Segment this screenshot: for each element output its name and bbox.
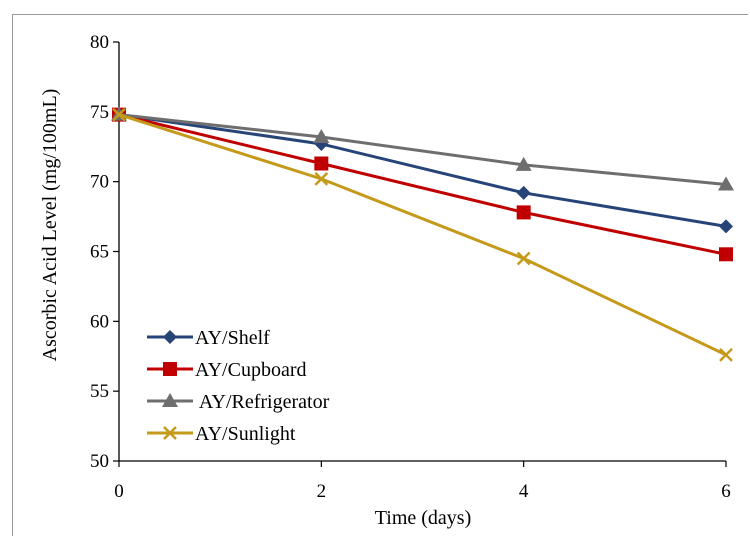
legend-label: AY/Shelf: [195, 327, 270, 349]
marker-x: [314, 171, 329, 186]
marker-x: [719, 347, 733, 362]
y-tick-label: 65: [90, 242, 109, 263]
legend: AY/Shelf AY/Cupboard AY/Refrigerator AY/Su…: [147, 327, 330, 445]
series-line: [118, 113, 727, 357]
marker-square: [163, 362, 177, 376]
x-axis-title: Time (days): [375, 507, 471, 529]
legend-item: AY/Cupboard: [147, 359, 306, 381]
chart-frame: [12, 14, 748, 536]
marker-triangle: [162, 393, 178, 407]
series-line: [118, 113, 727, 256]
legend-label: AY/Sunlight: [195, 423, 296, 445]
y-axis-title: Ascorbic Acid Level (mg/100mL): [39, 89, 61, 362]
marker-x: [112, 107, 126, 122]
x-tick-label: 2: [317, 481, 327, 502]
legend-label: AY/Refrigerator: [195, 391, 330, 413]
series-ay-refrigerator: [111, 106, 734, 191]
legend-item: AY/Shelf: [147, 327, 270, 349]
marker-square: [719, 247, 733, 262]
marker-triangle: [313, 128, 330, 143]
marker-diamond: [516, 185, 531, 200]
series-line: [118, 113, 727, 186]
y-tick-label: 55: [90, 381, 109, 402]
legend-label: AY/Cupboard: [195, 359, 306, 381]
marker-x: [163, 426, 177, 440]
series-ay-shelf: [112, 107, 733, 234]
x-tick-label: 4: [519, 481, 529, 502]
x-tick-label: 6: [721, 481, 731, 502]
y-tick-label: 70: [90, 172, 109, 193]
marker-triangle: [718, 176, 734, 191]
series-line: [118, 113, 727, 228]
y-tick-label: 75: [90, 102, 109, 123]
marker-triangle: [515, 156, 532, 171]
series-ay-cupboard: [112, 107, 733, 262]
marker-square: [516, 205, 531, 220]
series-layer: [111, 106, 734, 362]
series-ay-sunlight: [112, 107, 733, 362]
marker-diamond: [163, 330, 177, 344]
x-tick-label: 0: [114, 481, 124, 502]
axes: 50 55 60 65 70 75 80 0 2 4 6: [90, 32, 731, 502]
y-tick-label: 50: [90, 451, 109, 472]
y-tick-label: 80: [90, 32, 109, 53]
marker-x: [516, 251, 531, 266]
legend-item: AY/Refrigerator: [147, 391, 330, 413]
legend-item: AY/Sunlight: [147, 423, 296, 445]
marker-square: [314, 156, 329, 171]
y-tick-label: 60: [90, 311, 109, 332]
marker-diamond: [719, 219, 733, 234]
